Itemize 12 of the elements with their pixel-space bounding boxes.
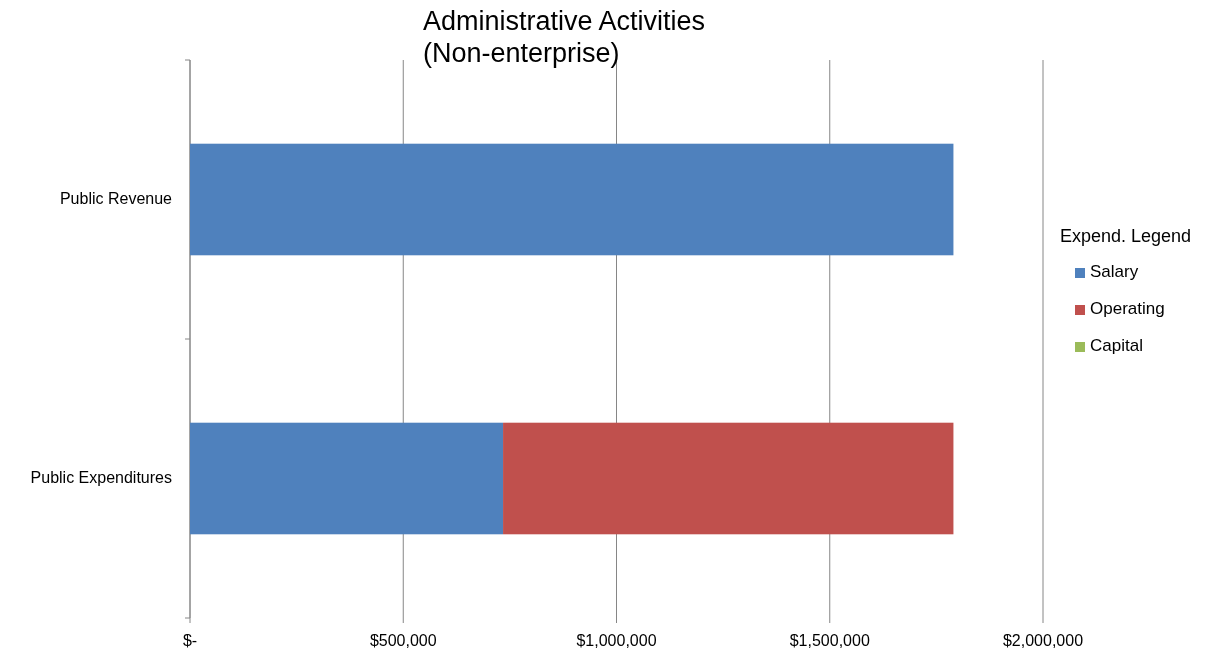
x-tick-label: $1,500,000 <box>789 632 870 649</box>
y-tick-label: Public Expenditures <box>30 468 172 486</box>
legend-label: Capital <box>1090 336 1143 356</box>
legend-title: Expend. Legend <box>1060 226 1192 246</box>
x-tick-label: $2,000,000 <box>1002 632 1084 649</box>
legend-label: Operating <box>1090 299 1165 319</box>
legend-label: Salary <box>1090 262 1139 282</box>
x-tick-label: $1,000,000 <box>576 632 657 649</box>
x-tick-label: $500,000 <box>369 632 437 649</box>
y-tick-label: Public Revenue <box>59 189 173 207</box>
chart-title: Administrative Activities (Non-enterprise) <box>423 6 706 68</box>
x-tick-label: $- <box>182 632 198 649</box>
